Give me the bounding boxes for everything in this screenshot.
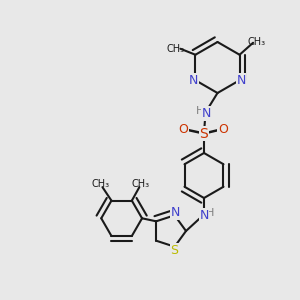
Text: O: O	[179, 123, 188, 136]
Text: CH₃: CH₃	[92, 178, 110, 188]
Text: S: S	[171, 244, 178, 257]
Text: O: O	[218, 123, 228, 136]
Text: N: N	[199, 209, 209, 222]
Text: CH₃: CH₃	[248, 37, 266, 47]
Text: N: N	[171, 206, 180, 219]
Text: H: H	[196, 106, 204, 116]
Text: N: N	[189, 74, 199, 87]
Text: S: S	[200, 127, 208, 140]
Text: H: H	[206, 208, 214, 218]
Text: N: N	[202, 107, 211, 120]
Text: N: N	[236, 74, 246, 87]
Text: CH₃: CH₃	[132, 178, 150, 188]
Text: CH₃: CH₃	[167, 44, 185, 54]
